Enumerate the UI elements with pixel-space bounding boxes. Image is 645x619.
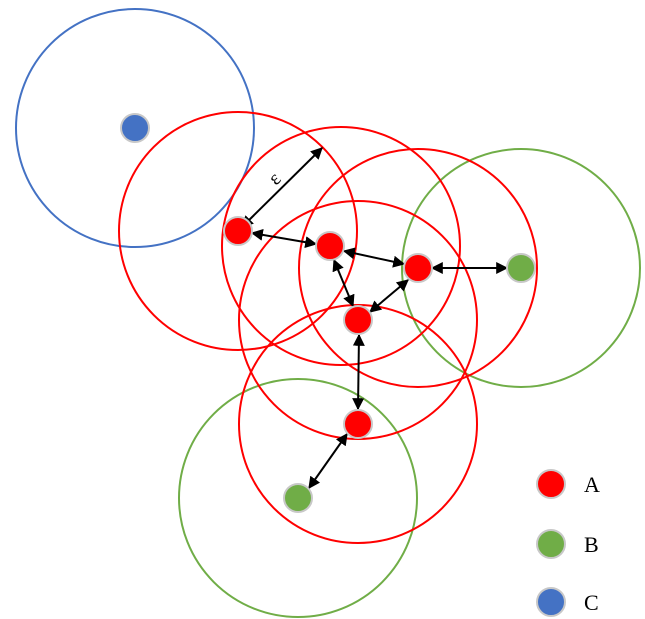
arrow-a5-b2 <box>308 433 348 489</box>
point-b1 <box>506 253 536 283</box>
point-a1 <box>223 216 253 246</box>
arrow-a4-a5 <box>352 333 365 411</box>
connection-arrows <box>241 147 509 489</box>
legend-label-c: C <box>584 590 599 615</box>
legend-swatch-a <box>536 469 566 499</box>
legend: A B C <box>536 469 600 617</box>
point-a4 <box>343 305 373 335</box>
legend-item-c: C <box>536 587 599 617</box>
neighborhood-circle-b1 <box>401 148 641 388</box>
epsilon-label: ε <box>264 168 286 190</box>
point-a5 <box>343 409 373 439</box>
point-a2 <box>315 231 345 261</box>
legend-swatch-c <box>536 587 566 617</box>
legend-label-b: B <box>584 532 599 557</box>
point-b2 <box>283 483 313 513</box>
legend-item-b: B <box>536 529 599 559</box>
neighborhood-circles <box>15 8 641 618</box>
legend-label-a: A <box>584 472 600 497</box>
neighborhood-circle-a3 <box>298 148 538 388</box>
legend-swatch-b <box>536 529 566 559</box>
arrow-a2-a3 <box>342 247 406 268</box>
point-a3 <box>403 253 433 283</box>
arrow-a3-a4 <box>369 279 409 313</box>
legend-item-a: A <box>536 469 600 499</box>
neighborhood-circle-b2 <box>178 378 418 618</box>
neighborhood-circle-a1 <box>118 111 358 351</box>
arrow-a1-a2 <box>250 228 318 249</box>
data-points <box>120 113 536 513</box>
point-c1 <box>120 113 150 143</box>
neighborhood-circle-a2 <box>221 126 461 366</box>
epsilon-arrow <box>241 147 323 228</box>
arrow-a2-a4 <box>332 258 355 308</box>
neighborhood-circle-c1 <box>15 8 255 248</box>
